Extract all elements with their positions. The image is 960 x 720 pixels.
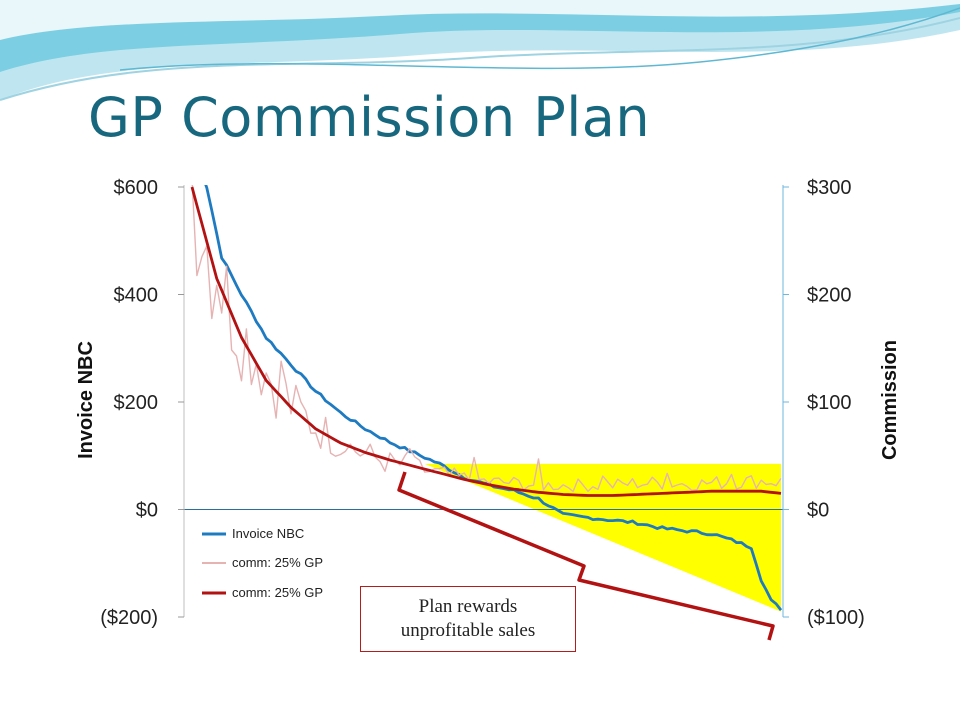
highlight-region <box>424 463 781 612</box>
left-tick-label: $400 <box>114 285 159 307</box>
y2-axis-title: Commission <box>879 340 901 460</box>
right-tick-label: $0 <box>807 500 829 522</box>
slide-title: GP Commission Plan <box>88 86 651 149</box>
callout-line-2: unprofitable sales <box>400 620 536 641</box>
series-comm-raw <box>191 185 782 493</box>
right-tick-label: ($100) <box>807 607 865 629</box>
right-tick-label: $200 <box>807 285 852 307</box>
callout-box: Plan rewards unprofitable sales <box>360 586 576 652</box>
bracket <box>397 471 775 641</box>
plot-area: $600 $400 $200 $0 ($200) $300 $200 $100 $0 ($100… <box>100 177 865 629</box>
right-tick-label: $300 <box>807 177 852 199</box>
series-layer <box>190 185 783 611</box>
y-axis-title: Invoice NBC <box>75 341 97 459</box>
series-comm-smooth <box>190 186 782 497</box>
legend-label-comm-smooth: comm: 25% GP <box>232 585 323 600</box>
left-tick-label: $200 <box>114 392 159 414</box>
left-tick-label: ($200) <box>100 607 158 629</box>
legend: Invoice NBC comm: 25% GP comm: 25% GP <box>202 526 323 600</box>
left-tick-label: $600 <box>114 177 159 199</box>
legend-label-invoice: Invoice NBC <box>232 526 304 541</box>
legend-label-comm-raw: comm: 25% GP <box>232 555 323 570</box>
right-ticks: $300 $200 $100 $0 ($100) <box>783 177 865 629</box>
callout-line-1: Plan rewards <box>418 596 518 618</box>
left-ticks: $600 $400 $200 $0 ($200) <box>100 177 184 629</box>
right-tick-label: $100 <box>807 392 852 414</box>
left-tick-label: $0 <box>136 500 158 522</box>
header-waves <box>0 0 960 101</box>
